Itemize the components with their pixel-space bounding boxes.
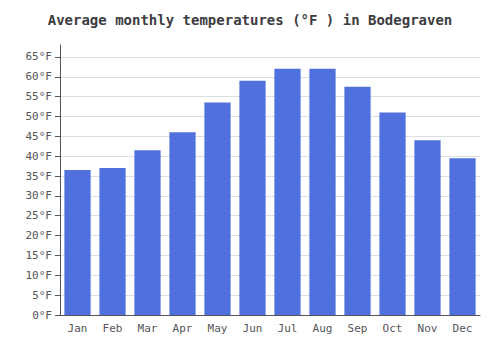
svg-text:Aug: Aug <box>313 322 333 335</box>
svg-text:Sep: Sep <box>348 322 368 335</box>
svg-text:30°F: 30°F <box>26 189 53 202</box>
svg-text:55°F: 55°F <box>26 90 53 103</box>
svg-text:Mar: Mar <box>138 322 158 335</box>
svg-text:Jan: Jan <box>68 322 88 335</box>
svg-text:Dec: Dec <box>453 322 473 335</box>
svg-text:Apr: Apr <box>173 322 193 335</box>
svg-text:Nov: Nov <box>418 322 438 335</box>
svg-text:5°F: 5°F <box>32 289 52 302</box>
svg-text:Feb: Feb <box>103 322 123 335</box>
svg-text:45°F: 45°F <box>26 130 53 143</box>
svg-text:20°F: 20°F <box>26 229 53 242</box>
svg-text:May: May <box>208 322 228 335</box>
svg-text:Oct: Oct <box>383 322 403 335</box>
svg-text:40°F: 40°F <box>26 150 53 163</box>
svg-text:50°F: 50°F <box>26 110 53 123</box>
svg-text:60°F: 60°F <box>26 70 53 83</box>
svg-text:35°F: 35°F <box>26 170 53 183</box>
svg-text:Jul: Jul <box>278 322 298 335</box>
svg-text:25°F: 25°F <box>26 209 53 222</box>
svg-text:15°F: 15°F <box>26 249 53 262</box>
svg-text:10°F: 10°F <box>26 269 53 282</box>
svg-text:Jun: Jun <box>243 322 263 335</box>
svg-text:0°F: 0°F <box>32 309 52 322</box>
svg-text:65°F: 65°F <box>26 50 53 63</box>
svg-text:Average monthly temperatures (: Average monthly temperatures (°F ) in Bo… <box>48 12 453 28</box>
